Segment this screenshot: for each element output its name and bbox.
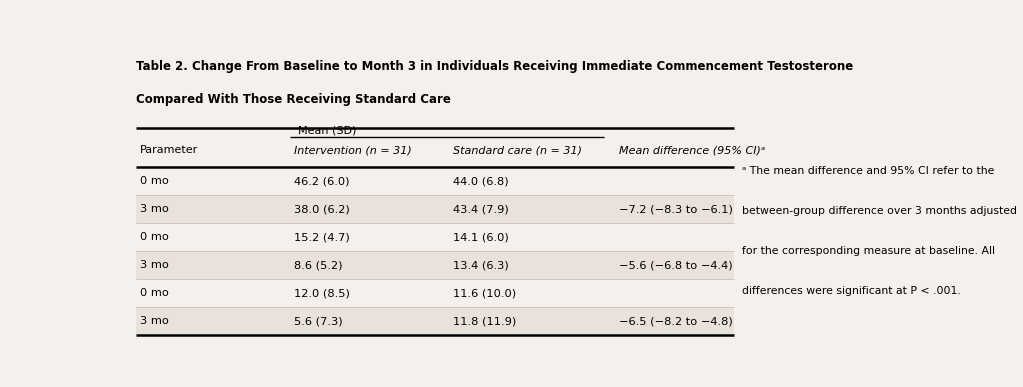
Text: between-group difference over 3 months adjusted: between-group difference over 3 months a… (743, 206, 1017, 216)
Text: 0 mo: 0 mo (140, 232, 169, 242)
Text: Standard care (n = 31): Standard care (n = 31) (453, 145, 582, 155)
Text: Mean difference (95% CI)ᵃ: Mean difference (95% CI)ᵃ (620, 145, 765, 155)
Bar (136, 167, 735, 195)
Text: 8.6 (5.2): 8.6 (5.2) (295, 260, 343, 271)
Bar (136, 251, 735, 279)
Text: 15.2 (4.7): 15.2 (4.7) (295, 232, 350, 242)
Text: 44.0 (6.8): 44.0 (6.8) (453, 176, 508, 186)
Text: Table 2. Change From Baseline to Month 3 in Individuals Receiving Immediate Comm: Table 2. Change From Baseline to Month 3… (136, 60, 853, 73)
Text: 43.4 (7.9): 43.4 (7.9) (453, 204, 508, 214)
Text: 5.6 (7.3): 5.6 (7.3) (295, 317, 343, 327)
Bar (136, 279, 735, 307)
Text: 14.1 (6.0): 14.1 (6.0) (453, 232, 508, 242)
Text: 11.8 (11.9): 11.8 (11.9) (453, 317, 517, 327)
Text: 0 mo: 0 mo (140, 176, 169, 186)
Text: ᵃ The mean difference and 95% CI refer to the: ᵃ The mean difference and 95% CI refer t… (743, 166, 994, 176)
Text: −7.2 (−8.3 to −6.1): −7.2 (−8.3 to −6.1) (620, 204, 733, 214)
Bar (136, 223, 735, 251)
Text: differences were significant at P < .001.: differences were significant at P < .001… (743, 286, 961, 296)
Text: −6.5 (−8.2 to −4.8): −6.5 (−8.2 to −4.8) (620, 317, 733, 327)
Text: 0 mo: 0 mo (140, 288, 169, 298)
Text: 46.2 (6.0): 46.2 (6.0) (295, 176, 350, 186)
Text: Intervention (n = 31): Intervention (n = 31) (295, 145, 412, 155)
Bar (136, 307, 735, 336)
Text: 3 mo: 3 mo (140, 317, 169, 327)
Text: 12.0 (8.5): 12.0 (8.5) (295, 288, 350, 298)
Text: 11.6 (10.0): 11.6 (10.0) (453, 288, 516, 298)
Text: 38.0 (6.2): 38.0 (6.2) (295, 204, 350, 214)
Text: −5.6 (−6.8 to −4.4): −5.6 (−6.8 to −4.4) (620, 260, 733, 271)
Text: Compared With Those Receiving Standard Care: Compared With Those Receiving Standard C… (136, 92, 451, 106)
Text: 3 mo: 3 mo (140, 204, 169, 214)
Text: Mean (SD): Mean (SD) (299, 126, 357, 136)
Text: 13.4 (6.3): 13.4 (6.3) (453, 260, 508, 271)
Text: Parameter: Parameter (140, 145, 198, 155)
Text: 3 mo: 3 mo (140, 260, 169, 271)
Bar (136, 195, 735, 223)
Text: for the corresponding measure at baseline. All: for the corresponding measure at baselin… (743, 246, 995, 256)
